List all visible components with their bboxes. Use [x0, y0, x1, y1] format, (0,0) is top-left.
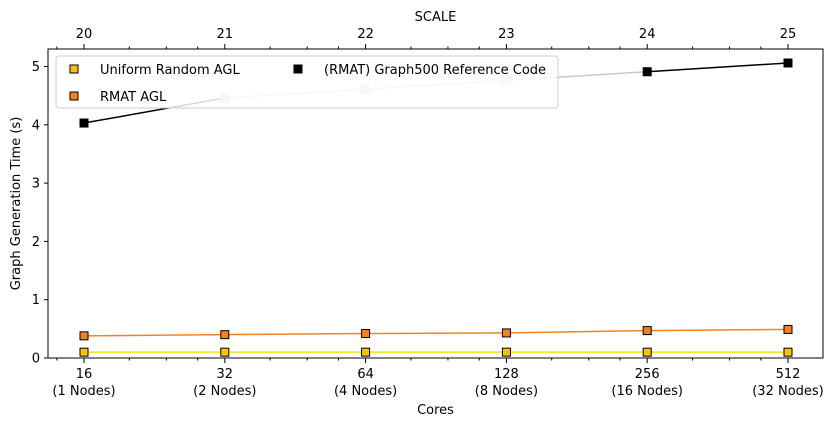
- x-tick-label: 64: [357, 367, 374, 382]
- series-line-segment: [647, 328, 789, 332]
- data-point: [361, 329, 371, 339]
- series-1: [79, 324, 793, 341]
- data-point: [220, 347, 230, 357]
- y-tick-label: 3: [32, 177, 40, 192]
- data-point: [79, 331, 89, 341]
- y-axis-label: Graph Generation Time (s): [9, 117, 24, 291]
- top-tick-label: 24: [639, 27, 656, 42]
- x-axis-top: 20 21 22 23 24 25: [56, 27, 797, 49]
- x-tick-sublabel: (16 Nodes): [611, 384, 683, 399]
- top-tick-label: 23: [498, 27, 515, 42]
- data-point: [783, 58, 793, 68]
- legend-marker-1: [69, 91, 79, 101]
- legend: Uniform Random AGL RMAT AGL (RMAT) Graph50…: [55, 55, 559, 109]
- legend-label-2: (RMAT) Graph500 Reference Code: [324, 63, 546, 78]
- data-point: [220, 330, 230, 340]
- y-tick-label: 5: [32, 60, 40, 75]
- data-point: [501, 347, 511, 357]
- data-point: [79, 347, 89, 357]
- x-tick-label: 32: [217, 367, 234, 382]
- x-tick-sublabel: (1 Nodes): [52, 384, 115, 399]
- y-tick-label: 1: [32, 293, 40, 308]
- y-tick-label: 0: [32, 352, 40, 367]
- x-tick-label: 512: [776, 367, 801, 382]
- data-point: [361, 347, 371, 357]
- top-tick-label: 20: [76, 27, 93, 42]
- top-tick-label: 22: [357, 27, 374, 42]
- series-line-segment: [506, 329, 648, 334]
- x-tick-label: 256: [635, 367, 660, 382]
- legend-marker-0: [69, 64, 79, 74]
- y-axis: 0 1 2 3 4 5: [32, 60, 48, 367]
- x-tick-label: 128: [494, 367, 519, 382]
- series-line-segment: [224, 332, 366, 336]
- data-point: [642, 67, 652, 77]
- y-tick-label: 2: [32, 235, 40, 250]
- x-tick-sublabel: (8 Nodes): [475, 384, 538, 399]
- plot-area: [47, 48, 824, 359]
- top-tick-label: 25: [780, 27, 797, 42]
- x-tick-label: 16: [76, 367, 93, 382]
- data-point: [783, 324, 793, 334]
- series-line-segment: [365, 332, 507, 335]
- x-tick-sublabel: (2 Nodes): [193, 384, 256, 399]
- x-tick-sublabel: (32 Nodes): [752, 384, 824, 399]
- data-point: [79, 118, 89, 128]
- x-axis-bottom: 16 (1 Nodes) 32 (2 Nodes) 64 (4 Nodes) 128 (8 N…: [52, 358, 824, 399]
- legend-box: [55, 55, 559, 109]
- y-tick-label: 4: [32, 118, 40, 133]
- data-point: [642, 326, 652, 336]
- data-point: [642, 347, 652, 357]
- legend-label-1: RMAT AGL: [100, 90, 167, 105]
- data-point: [783, 347, 793, 357]
- top-axis-label: SCALE: [415, 10, 457, 25]
- series-line-segment: [83, 333, 225, 337]
- x-axis-label: Cores: [417, 403, 454, 418]
- legend-marker-2: [293, 64, 303, 74]
- data-point: [501, 328, 511, 338]
- top-tick-label: 21: [217, 27, 234, 42]
- legend-label-0: Uniform Random AGL: [100, 63, 241, 78]
- series-0: [79, 347, 793, 357]
- x-tick-sublabel: (4 Nodes): [334, 384, 397, 399]
- series-line-segment: [647, 62, 789, 73]
